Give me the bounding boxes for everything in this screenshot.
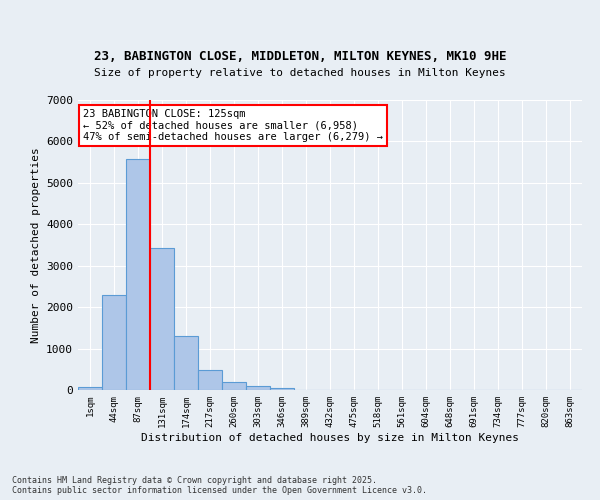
Text: 23 BABINGTON CLOSE: 125sqm
← 52% of detached houses are smaller (6,958)
47% of s: 23 BABINGTON CLOSE: 125sqm ← 52% of deta…	[83, 108, 383, 142]
Bar	[78, 387, 102, 390]
Text: Contains HM Land Registry data © Crown copyright and database right 2025.
Contai: Contains HM Land Registry data © Crown c…	[12, 476, 427, 495]
Text: 23, BABINGTON CLOSE, MIDDLETON, MILTON KEYNES, MK10 9HE: 23, BABINGTON CLOSE, MIDDLETON, MILTON K…	[94, 50, 506, 62]
X-axis label: Distribution of detached houses by size in Milton Keynes: Distribution of detached houses by size …	[141, 432, 519, 442]
Bar	[270, 388, 294, 390]
Bar	[102, 294, 126, 390]
Y-axis label: Number of detached properties: Number of detached properties	[31, 147, 41, 343]
Bar	[174, 336, 198, 390]
Bar	[126, 159, 150, 390]
Bar	[246, 386, 270, 390]
Text: Size of property relative to detached houses in Milton Keynes: Size of property relative to detached ho…	[94, 68, 506, 78]
Bar	[150, 248, 174, 390]
Bar	[222, 382, 246, 390]
Bar	[198, 370, 222, 390]
